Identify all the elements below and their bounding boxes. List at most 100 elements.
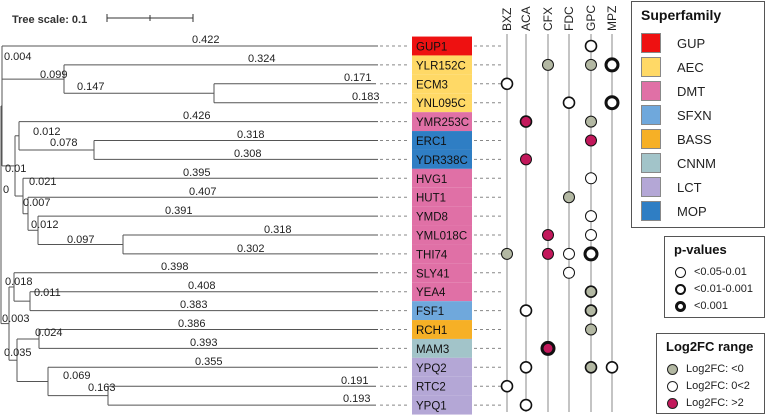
gene-label: YPQ2	[416, 363, 447, 375]
internal-branch-label: 0.099	[40, 69, 68, 81]
pvalue-label-low: <0.05-0.01	[694, 266, 747, 278]
significance-marker	[519, 304, 533, 317]
significance-marker	[563, 266, 575, 279]
pvalue-circle-high	[675, 300, 686, 312]
internal-branch-label: 0.011	[34, 287, 61, 299]
log2fc-legend: Log2FC range Log2FC: <0 Log2FC: 0<2 Log2…	[656, 333, 765, 414]
gene-label: ECM3	[416, 79, 448, 91]
significance-marker	[605, 360, 619, 374]
superfamily-legend-title: Superfamily	[641, 7, 722, 23]
branch-length-label: 0.408	[188, 280, 216, 292]
log2fc-legend-item-high: Log2FC: >2	[667, 396, 744, 410]
legend-swatch-aec	[641, 57, 661, 77]
branch-length-label: 0.302	[237, 243, 265, 255]
branch-length-label: 0.422	[192, 34, 220, 46]
pvalues-legend-title: p-values	[674, 242, 727, 257]
significance-marker	[585, 323, 597, 336]
log2fc-label-low: Log2FC: 0<2	[686, 380, 750, 392]
legend-label-gup: GUP	[677, 35, 706, 51]
gene-label: YLR152C	[416, 60, 466, 72]
significance-marker	[585, 134, 597, 147]
log2fc-legend-title: Log2FC range	[666, 339, 754, 354]
gene-label-background	[412, 357, 472, 377]
legend-swatch-dmt	[641, 81, 661, 101]
significance-marker	[585, 58, 597, 71]
branch-length-label: 0.391	[165, 205, 193, 217]
log2fc-legend-item-low: Log2FC: 0<2	[667, 379, 750, 393]
significance-marker	[585, 210, 597, 223]
gene-label: YPQ1	[416, 401, 447, 413]
internal-branch-label: 0.147	[77, 81, 105, 93]
superfamily-legend: Superfamily GUP AEC DMT SFXN BASS CNNM L…	[631, 1, 765, 228]
significance-marker	[500, 379, 514, 393]
internal-branch-label: 0.012	[33, 126, 61, 138]
condition-column-header: FDC	[562, 6, 576, 31]
gene-label-background	[412, 55, 472, 75]
gene-label: YML018C	[416, 231, 467, 243]
log2fc-label-neg: Log2FC: <0	[686, 363, 744, 375]
gene-label-background	[412, 395, 472, 415]
pvalue-circle-low	[675, 266, 686, 278]
legend-swatch-gup	[641, 33, 661, 53]
significance-marker	[604, 95, 620, 111]
gene-label: THI74	[416, 249, 448, 261]
branch-length-label: 0.395	[183, 167, 211, 179]
gene-label-background	[412, 168, 472, 188]
gene-label: SLY41	[416, 268, 450, 280]
gene-label-background	[412, 282, 472, 302]
internal-branch-label: 0.012	[31, 219, 59, 231]
gene-label: YDR338C	[416, 155, 468, 167]
significance-marker	[542, 58, 554, 71]
pvalue-legend-item-high: <0.001	[675, 299, 728, 313]
gene-label-background	[412, 206, 472, 226]
significance-marker	[604, 57, 620, 73]
branch-length-label: 0.183	[352, 91, 380, 103]
gene-label-background	[412, 244, 472, 264]
branch-length-label: 0.308	[234, 148, 262, 160]
gene-label: ERC1	[416, 136, 447, 148]
gene-label: YMD8	[416, 212, 448, 224]
gene-label-background	[412, 225, 472, 245]
internal-branch-label: 0.004	[4, 51, 32, 63]
gene-label: FSF1	[416, 306, 444, 318]
branch-length-label: 0.398	[161, 261, 189, 273]
log2fc-circle-low	[667, 380, 678, 392]
internal-branch-label: 0.021	[29, 176, 57, 188]
legend-item-gup: GUP	[641, 33, 705, 53]
condition-column-header: MPZ	[605, 6, 619, 31]
significance-marker	[500, 77, 514, 91]
pvalue-legend-item-mid: <0.01-0.001	[675, 282, 753, 296]
branch-length-label: 0.383	[180, 299, 208, 311]
significance-marker	[519, 115, 533, 128]
significance-marker	[585, 172, 597, 185]
legend-item-bass: BASS	[641, 129, 712, 149]
branch-length-label: 0.426	[183, 110, 211, 122]
gene-label: HUT1	[416, 193, 446, 205]
branch-length-label: 0.407	[189, 186, 217, 198]
gene-label-background	[412, 74, 472, 94]
significance-markers	[500, 39, 620, 412]
internal-branch-label: 0.163	[88, 382, 116, 394]
gene-label-background	[412, 112, 472, 132]
legend-label-lct: LCT	[677, 179, 702, 195]
significance-marker	[520, 153, 532, 166]
internal-branch-label: 0.003	[2, 313, 30, 325]
gene-label-column: GUP1 YLR152C ECM3 YNL095C YMR253C ERC1 YDR338C…	[412, 36, 472, 415]
legend-label-mop: MOP	[677, 203, 707, 219]
gene-label-background	[412, 187, 472, 207]
branch-length-label: 0.355	[195, 356, 223, 368]
gene-label-background	[412, 131, 472, 150]
tree-scale-bar	[106, 14, 194, 22]
condition-column-header: BXZ	[500, 8, 514, 31]
significance-marker	[585, 229, 597, 241]
tree-branches	[0, 45, 378, 406]
pvalue-legend-item-low: <0.05-0.01	[675, 265, 747, 279]
legend-label-cnnm: CNNM	[677, 155, 716, 171]
pvalue-label-mid: <0.01-0.001	[694, 283, 754, 295]
legend-swatch-lct	[641, 177, 661, 197]
condition-column-header: ACA	[519, 6, 533, 31]
log2fc-label-high: Log2FC: >2	[686, 397, 744, 409]
gene-label: YNL095C	[416, 98, 466, 110]
branch-length-label: 0.393	[190, 337, 218, 349]
